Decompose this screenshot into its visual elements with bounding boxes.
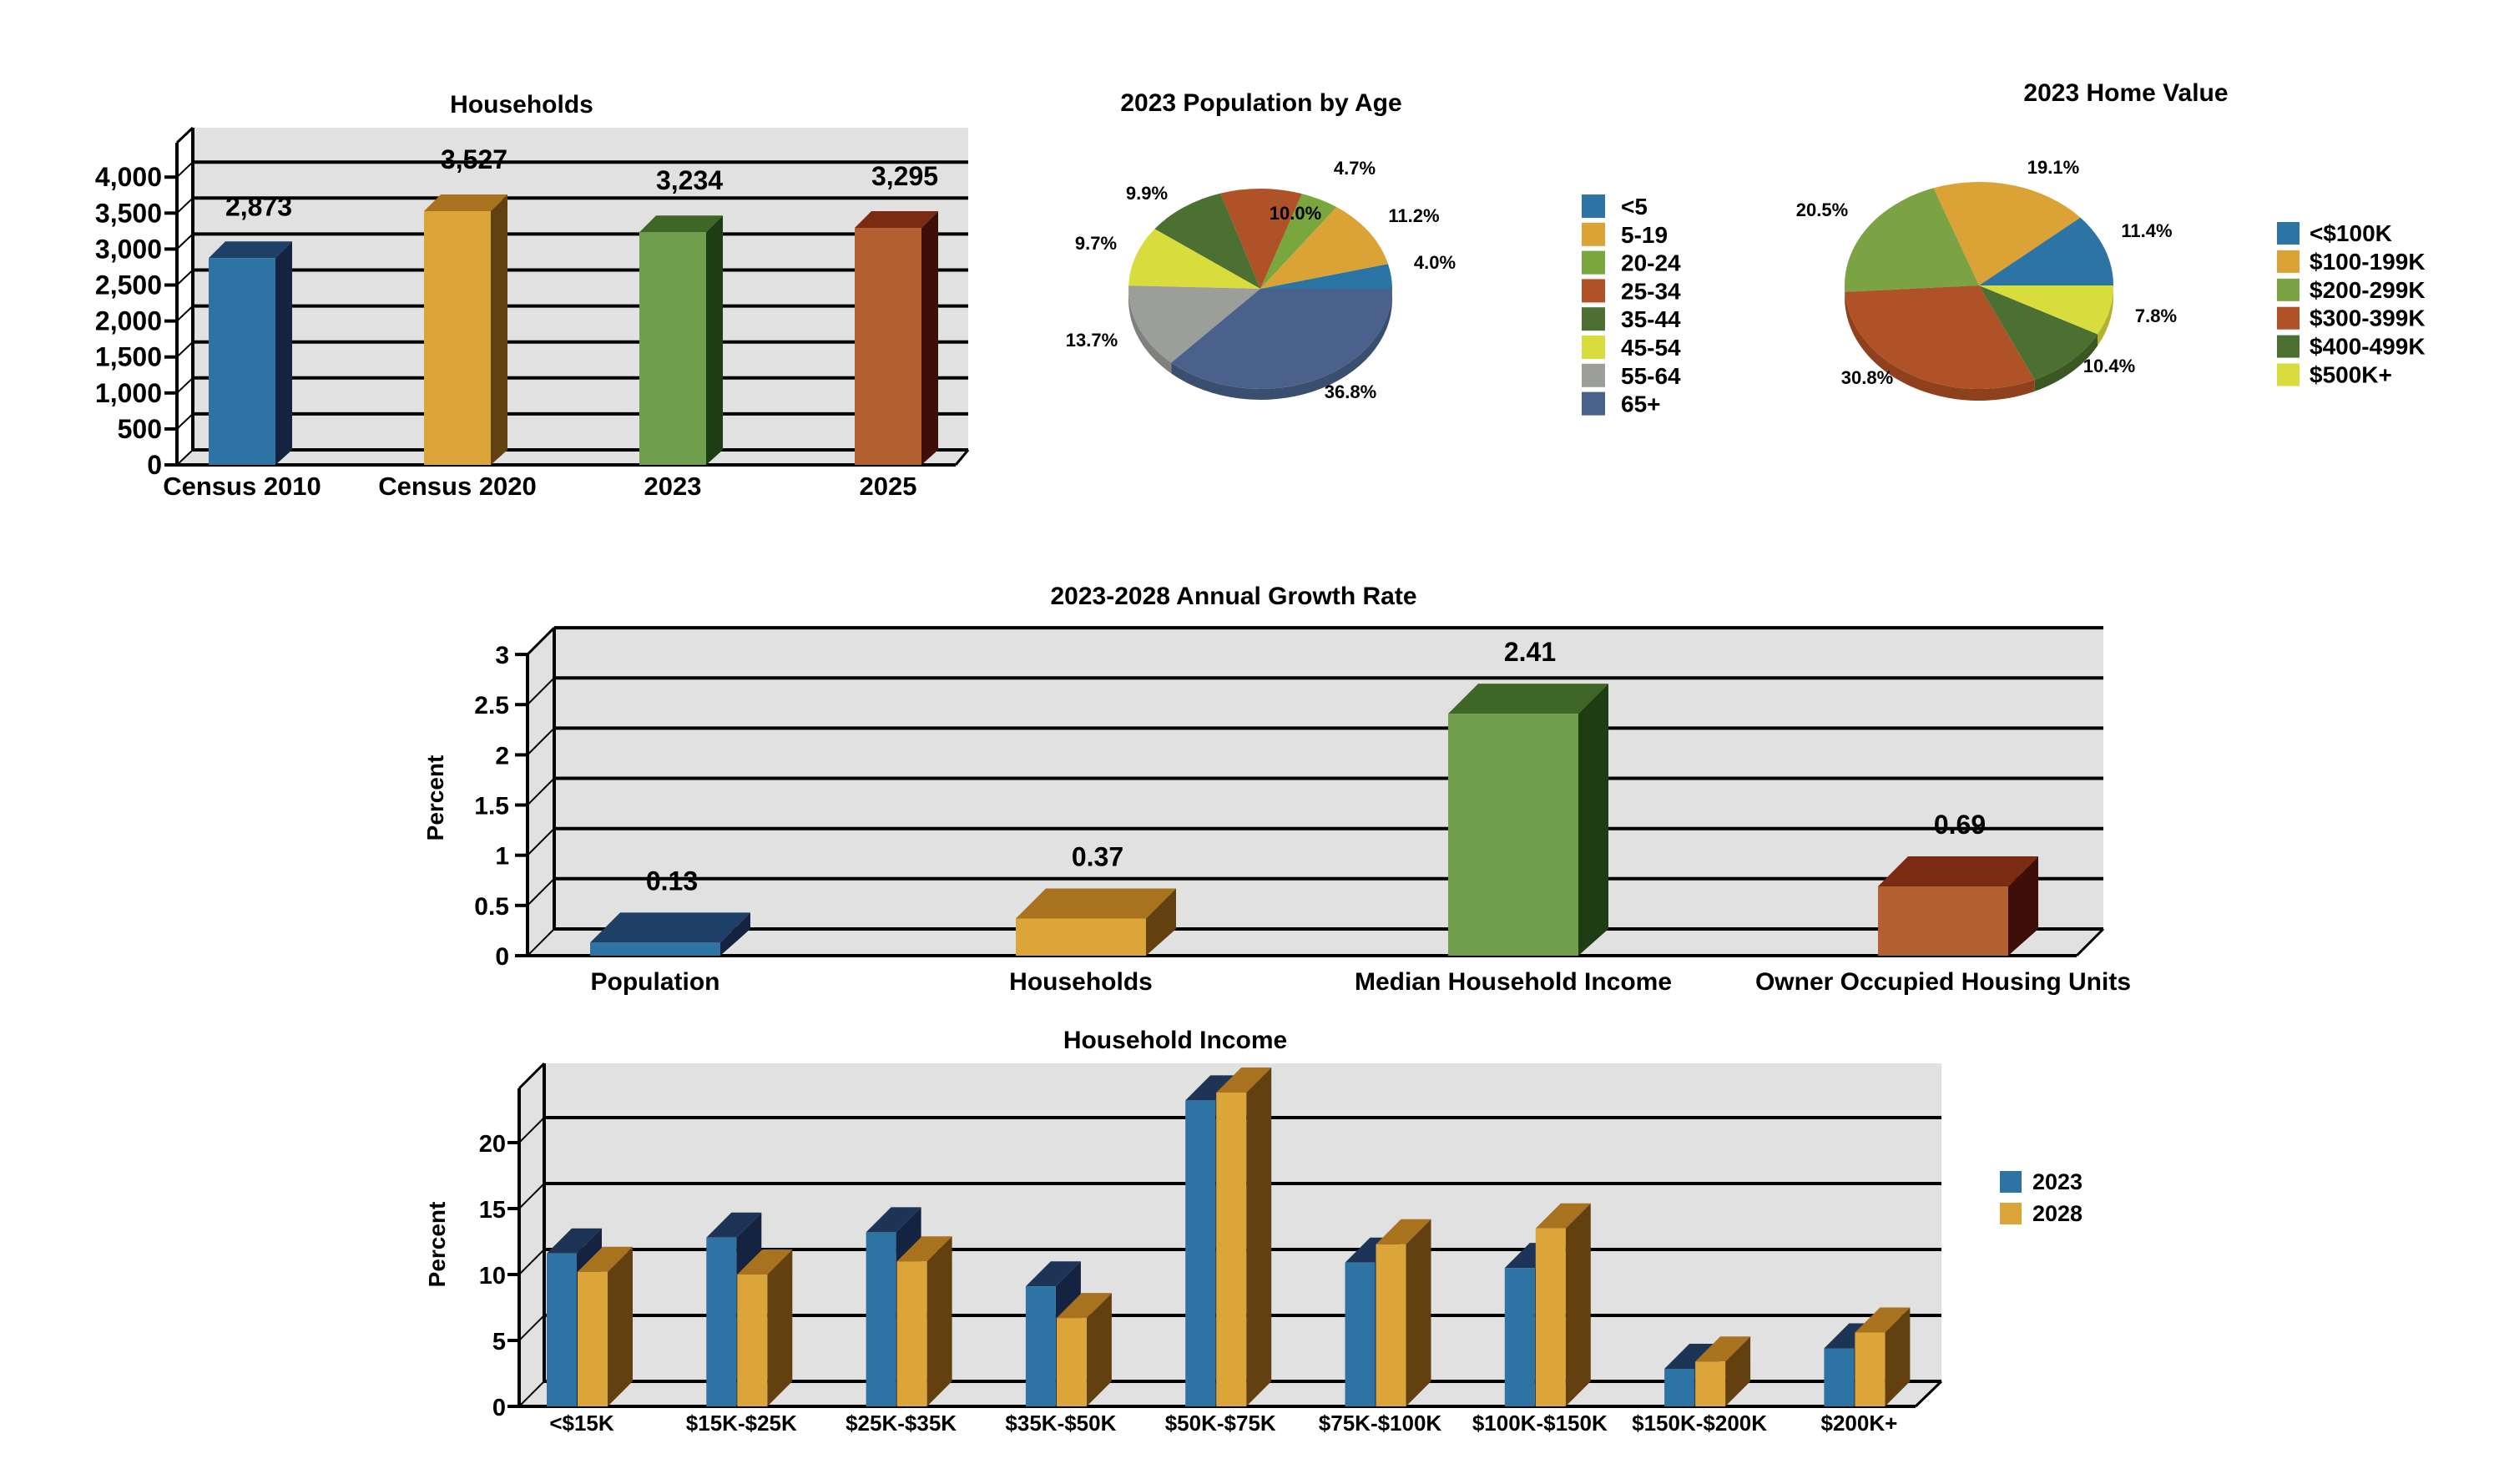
svg-text:13.7%: 13.7% — [1066, 330, 1118, 351]
svg-text:4,000: 4,000 — [95, 162, 162, 192]
svg-text:2.41: 2.41 — [1504, 637, 1556, 667]
svg-text:0: 0 — [495, 943, 509, 971]
svg-text:Census 2010: Census 2010 — [163, 472, 321, 501]
svg-text:20.5%: 20.5% — [1796, 199, 1848, 220]
svg-text:Households: Households — [1009, 968, 1153, 996]
svg-text:2023-2028 Annual Growth Rate: 2023-2028 Annual Growth Rate — [1050, 583, 1416, 610]
svg-text:10.4%: 10.4% — [2083, 356, 2135, 376]
svg-text:36.8%: 36.8% — [1325, 381, 1376, 402]
svg-text:1,500: 1,500 — [95, 342, 162, 372]
svg-text:9.9%: 9.9% — [1126, 183, 1168, 204]
svg-text:5-19: 5-19 — [1621, 222, 1668, 248]
svg-text:$100K-$150K: $100K-$150K — [1472, 1411, 1608, 1436]
svg-text:2025: 2025 — [860, 472, 917, 501]
svg-text:$400-499K: $400-499K — [2310, 334, 2426, 360]
svg-text:2023: 2023 — [2032, 1169, 2082, 1194]
svg-text:35-44: 35-44 — [1621, 306, 1681, 332]
svg-text:0.69: 0.69 — [1934, 810, 1986, 840]
svg-text:20-24: 20-24 — [1621, 250, 1681, 276]
svg-text:$15K-$25K: $15K-$25K — [686, 1411, 797, 1436]
svg-text:$200K+: $200K+ — [1820, 1411, 1897, 1436]
svg-text:25-34: 25-34 — [1621, 278, 1681, 304]
svg-text:Census 2020: Census 2020 — [378, 472, 537, 501]
svg-text:2023: 2023 — [644, 472, 702, 501]
svg-text:<$15K: <$15K — [549, 1411, 614, 1436]
svg-text:0.5: 0.5 — [474, 893, 509, 921]
svg-text:55-64: 55-64 — [1621, 363, 1681, 389]
svg-text:2.5: 2.5 — [474, 692, 509, 719]
svg-text:3,295: 3,295 — [871, 161, 938, 191]
svg-text:$500K+: $500K+ — [2310, 362, 2392, 388]
svg-text:<$100K: <$100K — [2310, 220, 2392, 246]
svg-text:2,500: 2,500 — [95, 270, 162, 300]
svg-text:Percent: Percent — [422, 755, 448, 841]
svg-text:0: 0 — [492, 1395, 506, 1421]
svg-text:Population: Population — [591, 968, 720, 996]
svg-text:$50K-$75K: $50K-$75K — [1165, 1411, 1276, 1436]
svg-text:11.4%: 11.4% — [2121, 220, 2172, 241]
svg-text:2: 2 — [495, 742, 509, 770]
svg-text:2028: 2028 — [2032, 1201, 2082, 1226]
svg-text:15: 15 — [479, 1197, 506, 1224]
svg-text:2023 Population by Age: 2023 Population by Age — [1120, 89, 1401, 117]
svg-text:3,234: 3,234 — [656, 165, 723, 195]
svg-text:Percent: Percent — [424, 1202, 450, 1288]
svg-text:3,527: 3,527 — [441, 144, 507, 174]
svg-text:0.13: 0.13 — [646, 866, 698, 896]
svg-text:Owner Occupied Housing Units: Owner Occupied Housing Units — [1755, 968, 2131, 996]
svg-text:3: 3 — [495, 642, 509, 669]
svg-text:5: 5 — [492, 1329, 506, 1355]
svg-text:45-54: 45-54 — [1621, 335, 1681, 361]
svg-text:19.1%: 19.1% — [2027, 157, 2079, 178]
svg-text:<5: <5 — [1621, 194, 1648, 220]
svg-text:1: 1 — [495, 843, 509, 871]
svg-text:3,000: 3,000 — [95, 234, 162, 264]
svg-text:30.8%: 30.8% — [1841, 367, 1893, 388]
svg-text:0.37: 0.37 — [1072, 842, 1123, 872]
svg-text:2,873: 2,873 — [225, 191, 292, 221]
svg-text:1.5: 1.5 — [474, 793, 509, 820]
svg-text:0: 0 — [147, 450, 162, 480]
svg-text:3,500: 3,500 — [95, 198, 162, 228]
svg-text:Household Income: Household Income — [1063, 1027, 1287, 1054]
svg-text:$150K-$200K: $150K-$200K — [1632, 1411, 1767, 1436]
svg-text:Households: Households — [450, 91, 593, 119]
svg-text:$25K-$35K: $25K-$35K — [846, 1411, 957, 1436]
svg-text:2,000: 2,000 — [95, 306, 162, 336]
svg-text:10: 10 — [479, 1263, 506, 1290]
svg-text:$100-199K: $100-199K — [2310, 249, 2426, 275]
svg-text:$300-399K: $300-399K — [2310, 305, 2426, 331]
svg-text:11.2%: 11.2% — [1388, 205, 1439, 226]
svg-text:$35K-$50K: $35K-$50K — [1005, 1411, 1116, 1436]
svg-text:$75K-$100K: $75K-$100K — [1319, 1411, 1442, 1436]
svg-text:4.0%: 4.0% — [1414, 252, 1456, 273]
svg-text:10.0%: 10.0% — [1270, 203, 1321, 224]
svg-text:500: 500 — [118, 414, 162, 444]
svg-text:9.7%: 9.7% — [1075, 233, 1117, 254]
svg-text:65+: 65+ — [1621, 391, 1661, 417]
svg-text:$200-299K: $200-299K — [2310, 277, 2426, 303]
svg-text:4.7%: 4.7% — [1334, 158, 1376, 179]
svg-text:20: 20 — [479, 1131, 506, 1158]
svg-text:7.8%: 7.8% — [2135, 305, 2177, 326]
svg-text:1,000: 1,000 — [95, 378, 162, 408]
svg-text:2023 Home Value: 2023 Home Value — [2023, 79, 2228, 107]
svg-text:Median Household Income: Median Household Income — [1355, 968, 1672, 996]
